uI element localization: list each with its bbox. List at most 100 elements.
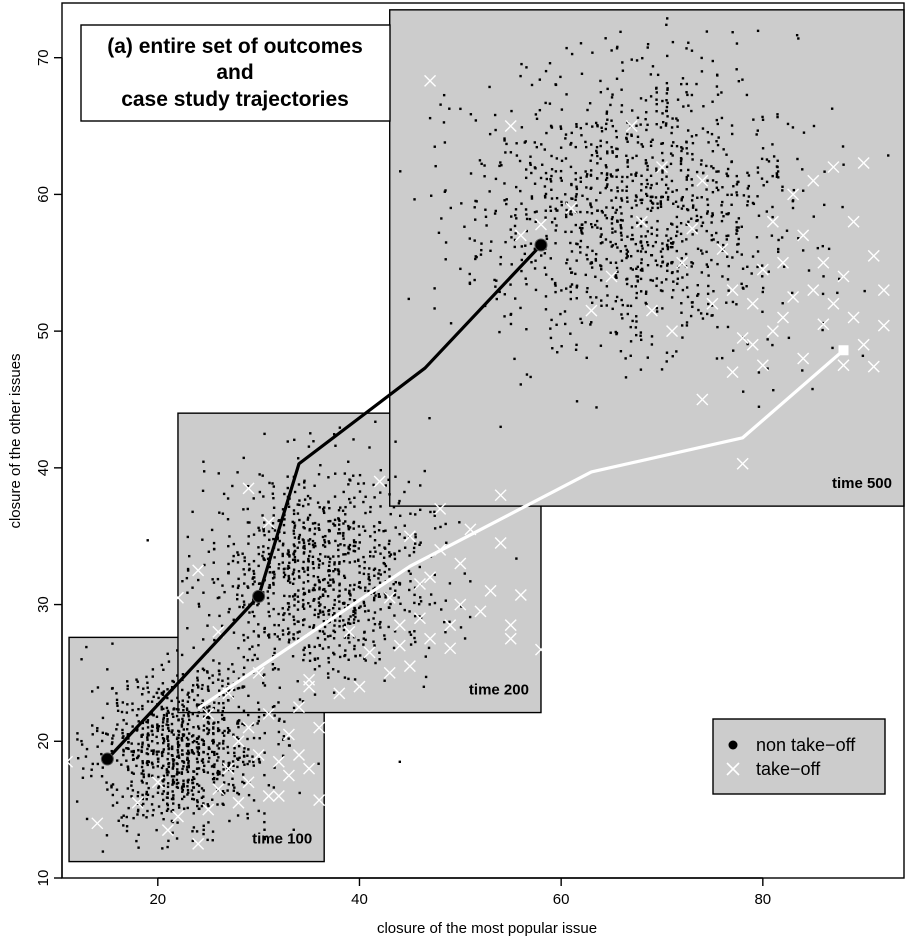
data-point [303,486,306,489]
data-point [706,198,709,201]
data-point [373,596,376,600]
data-point [329,578,332,582]
data-point [379,620,382,624]
data-point [210,765,214,768]
data-point [347,551,350,555]
data-point [700,70,704,73]
data-point [291,582,295,586]
data-point [296,608,300,611]
data-point [348,598,352,601]
data-point [328,506,331,510]
takeoff-point-stroke [434,502,447,515]
data-point [394,475,397,478]
data-point [236,757,239,760]
data-point [655,228,659,231]
data-point [347,604,350,607]
data-point [586,258,589,261]
data-point [680,207,684,210]
data-point [91,733,94,736]
data-point [408,588,411,592]
takeoff-point-stroke [625,120,638,133]
data-point [433,601,437,605]
data-point [271,705,275,709]
data-point [177,806,181,809]
data-point [157,725,161,728]
data-point [312,440,315,443]
data-point [125,722,128,725]
data-point [187,691,190,695]
data-point [676,125,679,128]
data-point [332,637,336,640]
data-point [272,485,276,488]
data-point [207,821,210,824]
takeoff-point-stroke [454,598,467,611]
x-tick-label: 40 [351,891,368,908]
data-point [312,626,315,629]
data-point [596,125,599,128]
data-point [685,178,688,181]
data-point [646,230,649,233]
data-point [334,568,337,571]
takeoff-point [514,588,527,601]
data-point [293,544,296,548]
data-point [756,265,759,269]
data-point [756,166,760,169]
data-point [131,789,135,792]
data-point [377,577,380,580]
data-point [308,652,312,655]
data-point [378,521,381,524]
data-point [533,210,537,214]
data-point [338,562,341,565]
data-point [690,135,694,138]
data-point [273,573,276,576]
data-point [367,575,371,579]
data-point [181,759,184,763]
data-point [282,735,286,738]
data-point [291,655,295,658]
data-point [197,784,201,787]
data-point [529,155,532,158]
takeoff-point [857,338,870,351]
data-point [418,565,422,569]
takeoff-point-stroke [817,318,830,331]
data-point [488,132,492,136]
data-point [735,183,739,186]
data-point [600,130,604,133]
data-point [323,506,326,509]
data-point [166,773,169,777]
takeoff-point [867,360,880,373]
data-point [369,535,372,538]
data-point [111,737,114,740]
data-point [591,51,594,54]
data-point [599,279,603,282]
data-point [213,721,216,724]
data-point [117,819,120,822]
data-point [389,553,393,556]
data-point [358,541,361,544]
data-point [152,714,155,717]
data-point [146,763,149,767]
data-point [208,716,211,720]
data-point [636,221,639,225]
data-point [286,567,289,570]
data-point [217,729,221,732]
data-point [242,568,245,571]
data-point [283,594,286,598]
data-point [231,760,235,763]
data-point [493,278,496,282]
data-point [676,277,680,280]
data-point [706,312,709,316]
data-point [757,405,761,408]
data-point [112,734,115,737]
data-point [711,59,714,63]
data-point [544,308,548,311]
data-point [170,731,174,734]
data-point [267,546,270,550]
data-point [248,760,251,763]
data-point [680,197,683,200]
data-point [338,619,341,623]
data-point [227,765,230,769]
data-point [720,204,723,207]
data-point [762,184,765,187]
data-point [313,484,316,487]
